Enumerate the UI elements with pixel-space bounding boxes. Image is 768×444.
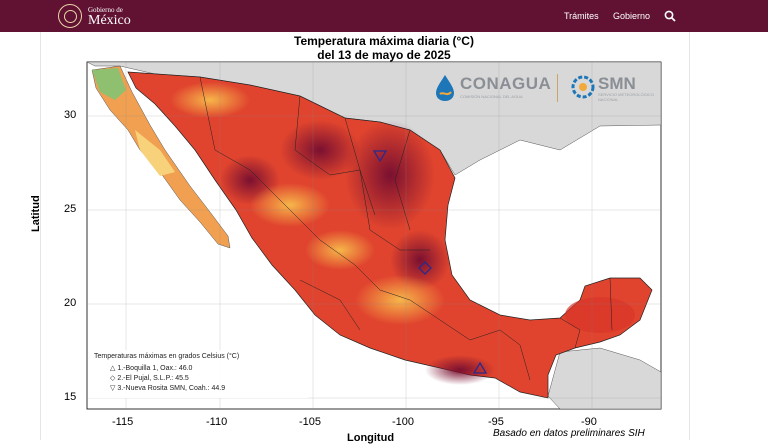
legend-symbol: ▽ (110, 385, 116, 392)
map-title-line2: del 13 de mayo de 2025 (317, 48, 451, 62)
warm-zone-zacatecas (305, 230, 375, 270)
national-seal-icon (58, 4, 82, 28)
x-tick-110: -110 (206, 416, 228, 428)
warm-zone-sonora (170, 82, 250, 118)
x-tick-115: -115 (112, 416, 134, 428)
station-marker-nueva-rosita (372, 150, 388, 163)
legend-item-1: △ 1.-Boquilla 1, Oax.: 46.0 (110, 364, 192, 374)
x-tick-105: -105 (299, 416, 322, 428)
y-tick-20: 20 (64, 297, 77, 309)
map-legend: Temperaturas máximas en grados Celsius (… (88, 350, 308, 398)
legend-text: 2.-El Pujal, S.L.P.: 45.5 (117, 375, 189, 382)
hot-zone-chihuahua (280, 120, 360, 180)
gobierno-de-mexico-logo[interactable]: Gobierno de México (58, 4, 138, 28)
x-axis-label: Longitud (347, 432, 395, 444)
warm-zone-central (355, 275, 445, 325)
agency-logos: CONAGUA COMISIÓN NACIONAL DEL AGUA SMN S… (430, 68, 658, 108)
map-gridlines (87, 62, 661, 409)
smn-gear-icon (571, 75, 595, 99)
legend-title: Temperaturas máximas en grados Celsius (… (94, 353, 240, 360)
smn-subtitle: SERVICIO METEOROLÓGICO NACIONAL (598, 92, 654, 102)
hot-zone-coahuila (345, 120, 435, 230)
legend-text: 1.-Boquilla 1, Oax.: 46.0 (117, 365, 193, 372)
y-axis-label: Latitud (30, 195, 42, 232)
warm-zone-durango (250, 183, 330, 227)
conagua-drop-icon (436, 75, 454, 101)
smn-name: SMN (598, 74, 636, 93)
nav-link-tramites[interactable]: Trámites (564, 11, 599, 21)
cool-zone-north-baja (92, 68, 126, 100)
legend-item-3: ▽ 3.-Nueva Rosita SMN, Coah.: 44.9 (110, 384, 225, 394)
legend-symbol: ◇ (110, 375, 116, 382)
mainland-mexico-region (127, 71, 653, 399)
hot-zone-oaxaca (425, 355, 495, 385)
x-tick-95: -95 (488, 416, 504, 428)
top-navigation-bar: Gobierno de México Trámites Gobierno (0, 0, 768, 32)
logo-small-text: Gobierno de (88, 6, 123, 14)
x-tick-90: -90 (581, 416, 597, 428)
logo-divider (557, 74, 558, 102)
station-marker-boquilla (472, 361, 488, 374)
y-tick-25: 25 (64, 203, 77, 215)
legend-item-2: ◇ 2.-El Pujal, S.L.P.: 45.5 (110, 374, 189, 384)
legend-text: 3.-Nueva Rosita SMN, Coah.: 44.9 (117, 385, 226, 392)
search-icon[interactable] (664, 10, 676, 22)
y-tick-15: 15 (64, 391, 77, 403)
data-source-footnote: Basado en datos preliminares SIH (493, 428, 645, 439)
map-title-line1: Temperatura máxima diaria (°C) (294, 34, 474, 48)
hot-zone-san-luis (390, 230, 450, 290)
nav-link-gobierno[interactable]: Gobierno (613, 11, 651, 21)
y-tick-30: 30 (64, 109, 77, 121)
conagua-name: CONAGUA (460, 74, 552, 93)
mild-zone-baja (135, 130, 175, 176)
legend-symbol: △ (110, 365, 116, 372)
yucatan-zone (565, 297, 635, 333)
x-tick-100: -100 (392, 416, 415, 428)
conagua-subtitle: COMISIÓN NACIONAL DEL AGUA (460, 94, 523, 99)
station-marker-el-pujal (418, 261, 432, 275)
logo-big-text: México (88, 13, 131, 28)
